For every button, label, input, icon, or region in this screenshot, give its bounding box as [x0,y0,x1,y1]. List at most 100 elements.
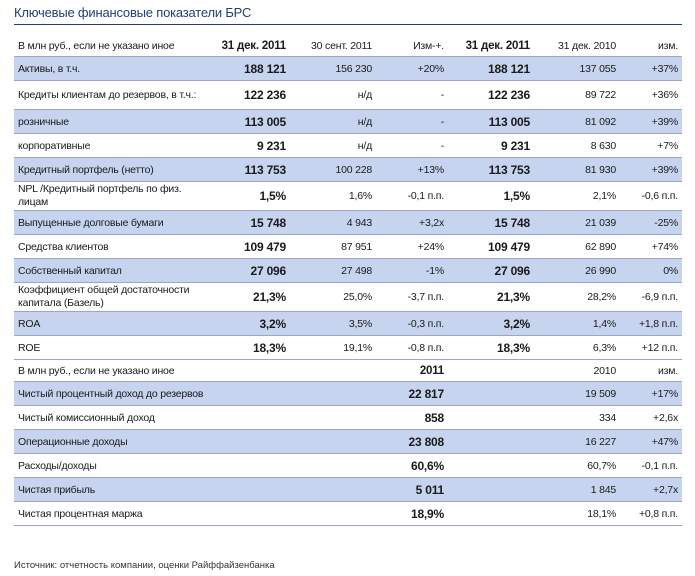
value-cell: 27 498 [290,258,376,283]
value-cell: +39% [620,109,682,134]
value-cell: 858 [376,405,448,430]
row-label: Операционные доходы [14,429,204,454]
value-cell: 25,0% [290,282,376,312]
table-row: Коэффициент общей достаточности капитала… [14,282,682,312]
value-cell: -0,1 п.п. [376,181,448,211]
financial-table: В млн руб., если не указано иное 31 дек.… [14,35,682,526]
value-cell: -0,1 п.п. [620,453,682,478]
header-cell: В млн руб., если не указано иное [14,35,204,57]
table-row: NPL /Кредитный портфель по физ. лицам 1,5… [14,181,682,211]
value-cell: 9 231 [448,133,534,158]
empty-cell [448,405,534,430]
value-cell: 122 236 [448,80,534,110]
header-cell: В млн руб., если не указано иное [14,359,204,382]
table-row: Средства клиентов 109 479 87 951 +24% 109 47… [14,234,682,259]
value-cell: 21,3% [204,282,290,312]
value-cell: 113 005 [204,109,290,134]
value-cell: 19,1% [290,335,376,360]
row-label: корпоративные [14,133,204,158]
value-cell: 27 096 [448,258,534,283]
value-cell: 1,4% [534,311,620,336]
value-cell: -3,7 п.п. [376,282,448,312]
table-row: розничные 113 005 н/д -113 005 81 092 +39% [14,109,682,134]
table-row: Кредитный портфель (нетто) 113 753 100 228… [14,157,682,182]
row-label: Собственный капитал [14,258,204,283]
header-row-1: В млн руб., если не указано иное 31 дек.… [14,35,682,57]
value-cell: -0,6 п.п. [620,181,682,211]
value-cell: +36% [620,80,682,110]
value-cell: 89 722 [534,80,620,110]
row-label: Чистая прибыль [14,477,204,502]
value-cell: 28,2% [534,282,620,312]
value-cell: +74% [620,234,682,259]
value-cell: 81 092 [534,109,620,134]
value-cell: 6,3% [534,335,620,360]
empty-cell [448,359,534,382]
row-label: Кредитный портфель (нетто) [14,157,204,182]
table-body: В млн руб., если не указано иное 31 дек.… [14,35,682,526]
value-cell: +37% [620,56,682,81]
value-cell: +7% [620,133,682,158]
value-cell: 15 748 [204,210,290,235]
value-cell: н/д [290,109,376,134]
value-cell: 62 890 [534,234,620,259]
empty-cell [290,405,376,430]
value-cell: 3,2% [204,311,290,336]
source-note: Источник: отчетность компании, оценки Ра… [14,560,275,571]
header-row-2: В млн руб., если не указано иное 2011 2010… [14,359,682,382]
table-row: ROE 18,3% 19,1% -0,8 п.п. 18,3% 6,3% +12 п.п. [14,335,682,360]
header-cell: 31 дек. 2011 [448,35,534,57]
empty-cell [290,381,376,406]
empty-cell [204,429,290,454]
value-cell: -1% [376,258,448,283]
row-label: NPL /Кредитный портфель по физ. лицам [14,181,204,211]
value-cell: 15 748 [448,210,534,235]
value-cell: - [376,133,448,158]
header-cell: 30 сент. 2011 [290,35,376,57]
table-row: Операционные доходы 23 808 16 227 +47% [14,429,682,454]
row-label: розничные [14,109,204,134]
value-cell: -0,3 п.п. [376,311,448,336]
value-cell: +2,6x [620,405,682,430]
table-row: Чистый комиссионный доход 858 334 +2,6x [14,405,682,430]
title-rule [14,24,682,25]
value-cell: 156 230 [290,56,376,81]
value-cell: 1 845 [534,477,620,502]
value-cell: 122 236 [204,80,290,110]
value-cell: 113 753 [204,157,290,182]
value-cell: 26 990 [534,258,620,283]
table-row: Чистая прибыль 5 011 1 845 +2,7x [14,477,682,502]
value-cell: 113 005 [448,109,534,134]
row-label: Чистый комиссионный доход [14,405,204,430]
row-label: Коэффициент общей достаточности капитала… [14,282,204,312]
value-cell: 109 479 [204,234,290,259]
value-cell: 1,5% [204,181,290,211]
row-label: ROE [14,335,204,360]
value-cell: 1,6% [290,181,376,211]
row-label: ROA [14,311,204,336]
table-row: ROA 3,2% 3,5% -0,3 п.п. 3,2% 1,4% +1,8 п.п. [14,311,682,336]
empty-cell [448,477,534,502]
empty-cell [448,381,534,406]
value-cell: 8 630 [534,133,620,158]
value-cell: +0,8 п.п. [620,501,682,526]
value-cell: +2,7x [620,477,682,502]
empty-cell [448,429,534,454]
value-cell: +24% [376,234,448,259]
value-cell: 87 951 [290,234,376,259]
value-cell: 3,2% [448,311,534,336]
row-label: Активы, в т.ч. [14,56,204,81]
header-cell: изм. [620,35,682,57]
value-cell: 18,9% [376,501,448,526]
value-cell: 109 479 [448,234,534,259]
value-cell: 1,5% [448,181,534,211]
value-cell: 188 121 [204,56,290,81]
value-cell: 23 808 [376,429,448,454]
value-cell: 334 [534,405,620,430]
value-cell: +17% [620,381,682,406]
value-cell: 2,1% [534,181,620,211]
empty-cell [204,381,290,406]
header-cell: 31 дек. 2011 [204,35,290,57]
table-row: Расходы/доходы 60,6% 60,7% -0,1 п.п. [14,453,682,478]
header-cell: Изм-+. [376,35,448,57]
